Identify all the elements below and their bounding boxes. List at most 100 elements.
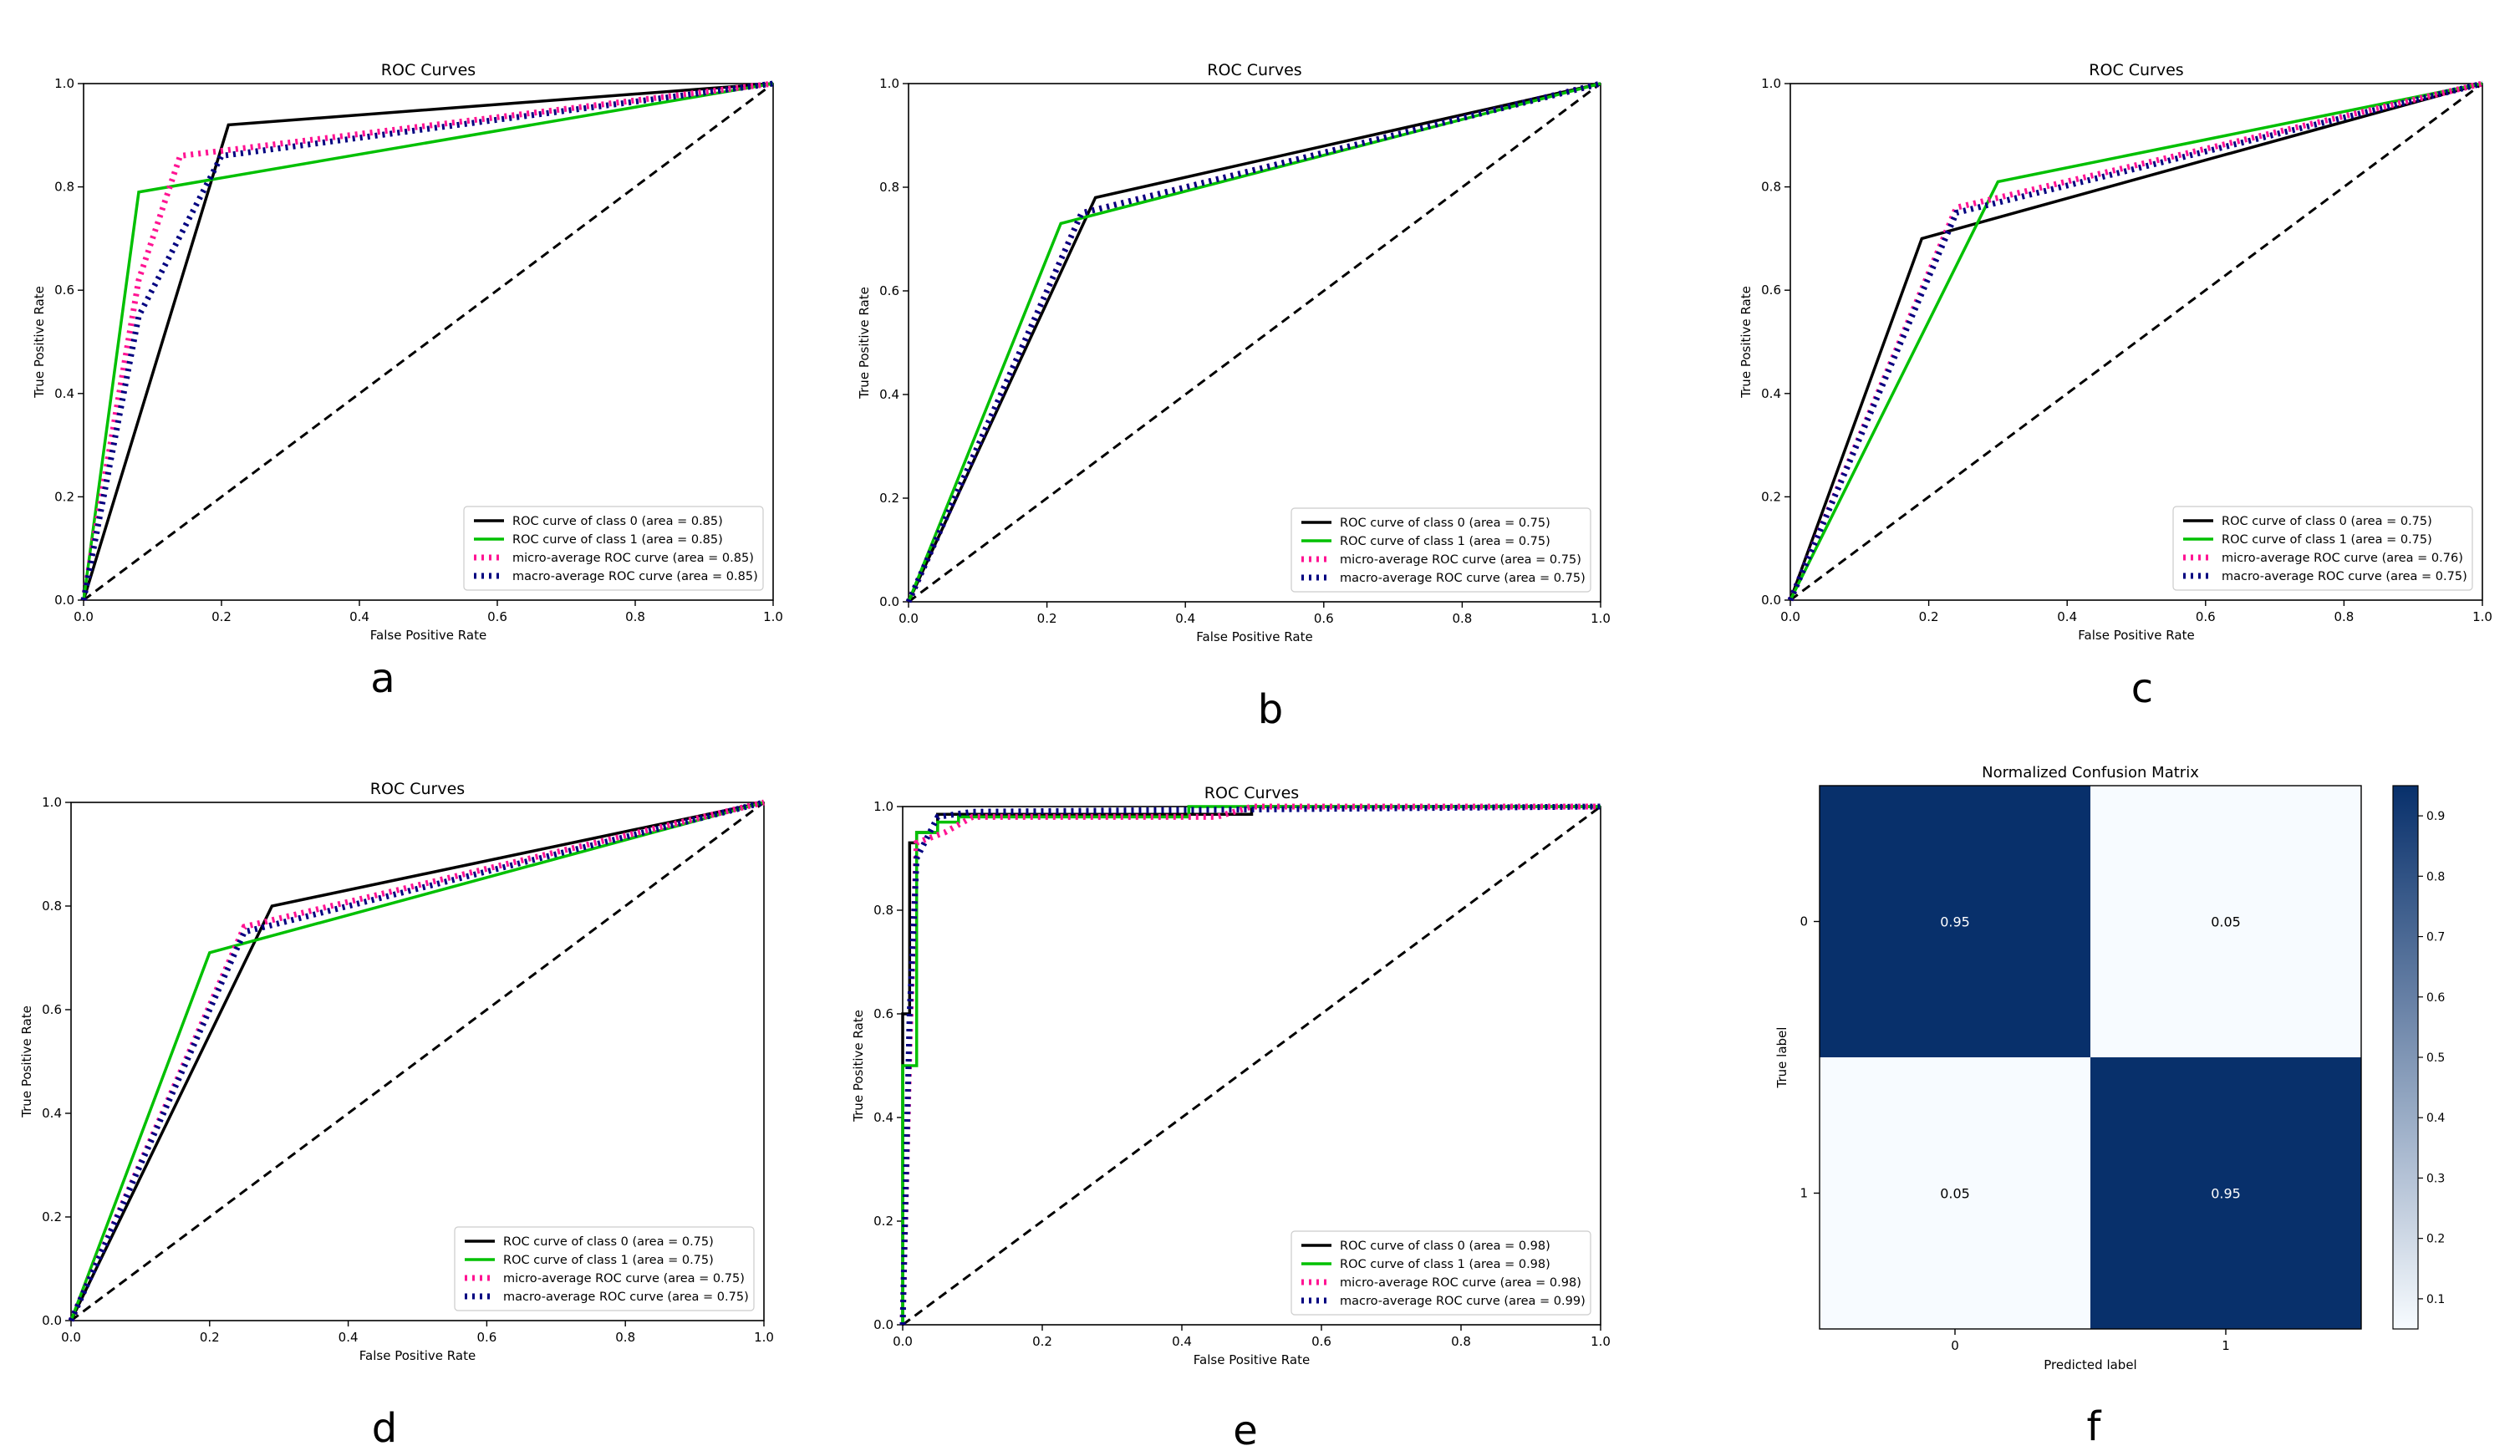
roc-chart-a: 0.00.0 0.2 0.2 0.4 0.4 0.6 0.6 0.8 0.8 1.0 1.0 ROC … [32, 61, 783, 643]
colorbar-tick-label: 0.4 [2426, 1112, 2445, 1125]
x-tick-label: 0.8 [1451, 1334, 1471, 1349]
legend-entry: macro-average ROC curve (area = 0.75) [503, 1291, 749, 1304]
legend-box [1291, 507, 1591, 593]
y-tick-label: 0.6 [1761, 283, 1781, 298]
x-tick-label: 0.8 [1452, 611, 1472, 626]
x-tick-label: 0.2 [1032, 1334, 1052, 1349]
series-line-3 [68, 799, 765, 1322]
confusion-matrix: 0.95 0.05 0.05 0.95 Normalized Confusion Mat… [1774, 764, 2445, 1372]
x-tick-label: 0.0 [74, 609, 94, 624]
y-tick-label: 0.4 [42, 1106, 62, 1121]
y-tick-label: 1.0 [1761, 76, 1781, 91]
y-tick-label: 0.4 [879, 387, 899, 402]
colorbar-tick-label: 0.7 [2426, 931, 2445, 944]
y-tick-label: 0.6 [42, 1002, 62, 1017]
series-line-3 [899, 803, 1601, 1326]
y-tick-label: 1.0 [879, 76, 899, 91]
y-tick-label: 0.2 [1761, 489, 1781, 504]
x-tick-label: 0.4 [339, 1330, 359, 1345]
legend-entry: ROC curve of class 1 (area = 0.75) [503, 1254, 714, 1267]
y-axis-label: True Positive Rate [19, 1005, 34, 1118]
y-tick-label: 0.4 [1761, 386, 1781, 401]
panel-label-d: d [372, 1405, 397, 1452]
y-tick-label: 0.0 [873, 1317, 893, 1332]
y-tick-label: 0.4 [54, 386, 74, 401]
x-tick-label: 1.0 [1591, 1334, 1611, 1349]
panel-label-c: c [2131, 665, 2153, 712]
legend-entry: micro-average ROC curve (area = 0.85) [512, 552, 754, 565]
cell-value: 0.05 [2211, 914, 2241, 930]
y-tick-label: 0.8 [873, 903, 893, 918]
panel-label-e: e [1233, 1408, 1258, 1454]
x-axis-label: False Positive Rate [1196, 629, 1312, 644]
legend-entry: ROC curve of class 0 (area = 0.98) [1340, 1240, 1550, 1253]
series-line-2 [80, 80, 774, 601]
x-tick-label: 1.0 [1591, 611, 1611, 626]
y-tick-label: 0.2 [54, 489, 74, 504]
legend-entry: ROC curve of class 1 (area = 0.85) [512, 533, 723, 547]
x-axis-label: False Positive Rate [370, 628, 486, 643]
chance-diagonal [70, 801, 765, 1322]
x-tick-label: 0.6 [1314, 611, 1334, 626]
legend-box [454, 1226, 755, 1311]
x-tick-label: 0 [1951, 1338, 1959, 1353]
legend-entry: micro-average ROC curve (area = 0.75) [1340, 553, 1581, 567]
panel-label-b: b [1258, 686, 1283, 733]
x-tick-label: 0.6 [1311, 1334, 1331, 1349]
y-axis-label: True Positive Rate [857, 287, 872, 400]
colorbar-tick-label: 0.8 [2426, 870, 2445, 883]
series-line-3 [1787, 80, 2483, 602]
chart-title: ROC Curves [370, 780, 465, 798]
legend-entry: macro-average ROC curve (area = 0.75) [1340, 572, 1586, 585]
x-tick-label: 0.6 [487, 609, 507, 624]
series-line-1 [907, 82, 1601, 603]
series-line-3 [80, 80, 774, 601]
chance-diagonal [908, 82, 1601, 603]
chart-title: ROC Curves [2089, 61, 2183, 79]
y-tick-label: 0.8 [1761, 180, 1781, 195]
y-tick-label: 0.8 [879, 180, 899, 195]
y-tick-label: 0.0 [54, 593, 74, 608]
y-tick-label: 0.0 [879, 594, 899, 609]
y-tick-label: 0.6 [54, 283, 74, 298]
legend-box [2172, 506, 2473, 591]
panel-label-a: a [370, 655, 395, 702]
legend-entry: micro-average ROC curve (area = 0.75) [503, 1272, 745, 1285]
cell-value: 0.95 [2211, 1186, 2241, 1202]
x-tick-label: 1.0 [754, 1330, 774, 1345]
legend-box [1291, 1230, 1591, 1316]
series-line-1 [69, 801, 765, 1321]
matrix-frame [1819, 785, 2362, 1330]
y-tick-label: 0.6 [879, 283, 899, 298]
x-tick-label: 0.8 [625, 609, 645, 624]
y-tick-label: 0.2 [42, 1209, 62, 1224]
y-tick-label: 0.2 [873, 1214, 893, 1229]
x-tick-label: 0.4 [1172, 1334, 1192, 1349]
x-tick-label: 1.0 [2472, 609, 2492, 624]
y-tick-label: 1 [1800, 1186, 1808, 1201]
x-tick-label: 0.0 [61, 1330, 81, 1345]
roc-chart-d: 0.0 0.0 0.2 0.2 0.4 0.4 0.6 0.6 0.8 0.8 1.0 1.0 ROC … [19, 780, 774, 1363]
roc-chart-e: 0.00.0 0.2 0.2 0.4 0.4 0.6 0.6 0.8 0.8 1.0 1.0 ROC … [851, 784, 1611, 1367]
chart-title: ROC Curves [1204, 784, 1299, 802]
y-axis-label: True Positive Rate [1739, 286, 1754, 399]
x-axis-label: False Positive Rate [2078, 628, 2194, 643]
y-axis-label: True label [1774, 1027, 1789, 1089]
x-tick-label: 0.4 [1175, 611, 1195, 626]
matrix-cell [1820, 1057, 2090, 1329]
x-tick-label: 0.4 [2057, 609, 2077, 624]
x-tick-label: 0.2 [211, 609, 232, 624]
series-line-0 [69, 801, 765, 1321]
y-tick-label: 0.8 [54, 180, 74, 195]
series-line-1 [901, 805, 1601, 1325]
chart-title: Normalized Confusion Matrix [1982, 764, 2199, 781]
legend-entry: ROC curve of class 0 (area = 0.75) [2222, 515, 2432, 528]
legend-entry: macro-average ROC curve (area = 0.99) [1340, 1295, 1586, 1308]
chance-diagonal [83, 82, 774, 602]
x-axis-label: False Positive Rate [359, 1348, 476, 1363]
y-tick-label: 0.0 [42, 1313, 62, 1328]
legend-entry: micro-average ROC curve (area = 0.76) [2222, 552, 2463, 565]
legend-entry: ROC curve of class 0 (area = 0.75) [1340, 517, 1550, 530]
matrix-cell [1820, 786, 2090, 1057]
